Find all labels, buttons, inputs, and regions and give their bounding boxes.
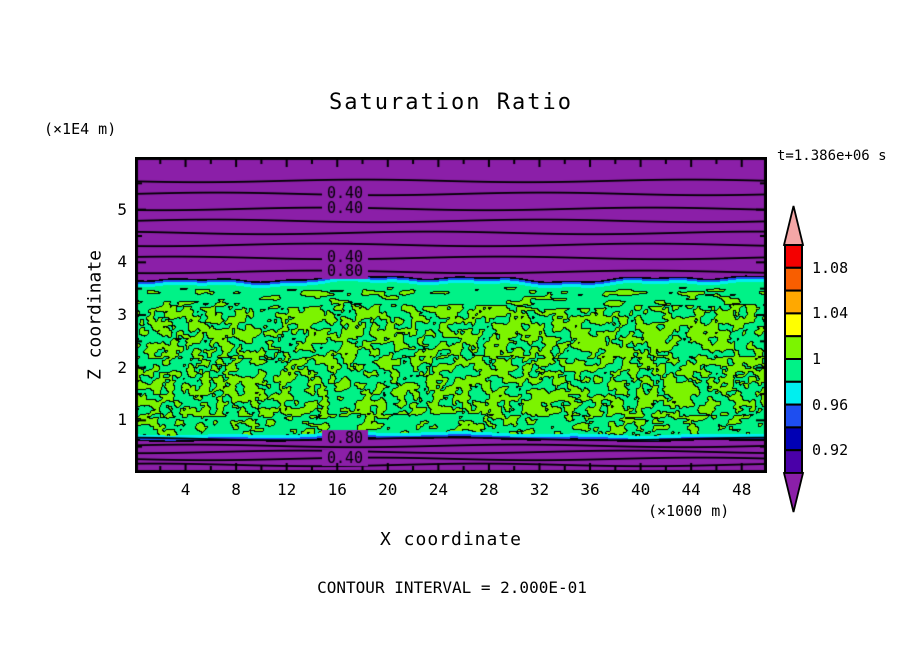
colorbar-label: 1.04: [812, 304, 849, 322]
time-annotation: t=1.386e+06 s: [777, 148, 887, 164]
x-tick-label: 32: [529, 480, 550, 499]
y-tick-label: 5: [117, 199, 127, 219]
contour-interval-note: CONTOUR INTERVAL = 2.000E-01: [317, 578, 587, 597]
colorbar-over-arrow: [782, 205, 805, 246]
z-axis-label: Z coordinate: [84, 249, 106, 381]
colorbar-segment: [784, 358, 803, 383]
colorbar-segment: [784, 403, 803, 429]
colorbar-label: 1: [812, 350, 822, 368]
x-tick-label: 28: [479, 480, 499, 499]
x-tick-label: 8: [231, 480, 241, 499]
x-tick-label: 16: [327, 480, 347, 499]
colorbar-segment: [784, 380, 803, 406]
colorbar-segment: [784, 244, 803, 269]
colorbar-label: 0.96: [812, 396, 849, 414]
y-axis-unit-label: (×1E4 m): [44, 120, 117, 138]
colorbar-segment: [784, 312, 803, 338]
plot-area: [135, 157, 767, 477]
x-tick-label: 44: [681, 480, 701, 499]
x-tick-label: 40: [630, 480, 651, 499]
colorbar-segment: [784, 266, 803, 292]
colorbar-segment: [784, 449, 803, 474]
chart-title: Saturation Ratio: [329, 90, 573, 115]
colorbar: [782, 205, 805, 513]
y-tick-label: 2: [117, 357, 127, 377]
colorbar-label: 0.92: [812, 441, 849, 459]
x-tick-label: 4: [180, 480, 191, 499]
x-tick-label: 12: [277, 480, 297, 499]
colorbar-under-arrow: [782, 472, 805, 513]
colorbar-label: 1.08: [812, 259, 849, 277]
x-tick-label: 20: [378, 480, 398, 499]
x-axis-unit-label: (×1000 m): [648, 502, 730, 520]
x-axis-label: X coordinate: [379, 529, 523, 550]
colorbar-segment: [784, 426, 803, 452]
y-tick-label: 1: [117, 410, 127, 430]
x-tick-label: 36: [580, 480, 600, 499]
colorbar-segment: [784, 289, 803, 315]
colorbar-segment: [784, 335, 803, 360]
x-tick-label: 48: [732, 480, 752, 499]
contour-plot-canvas: [135, 157, 767, 473]
x-tick-label: 24: [428, 480, 448, 499]
y-tick-label: 3: [117, 305, 127, 324]
y-tick-label: 4: [117, 252, 127, 272]
